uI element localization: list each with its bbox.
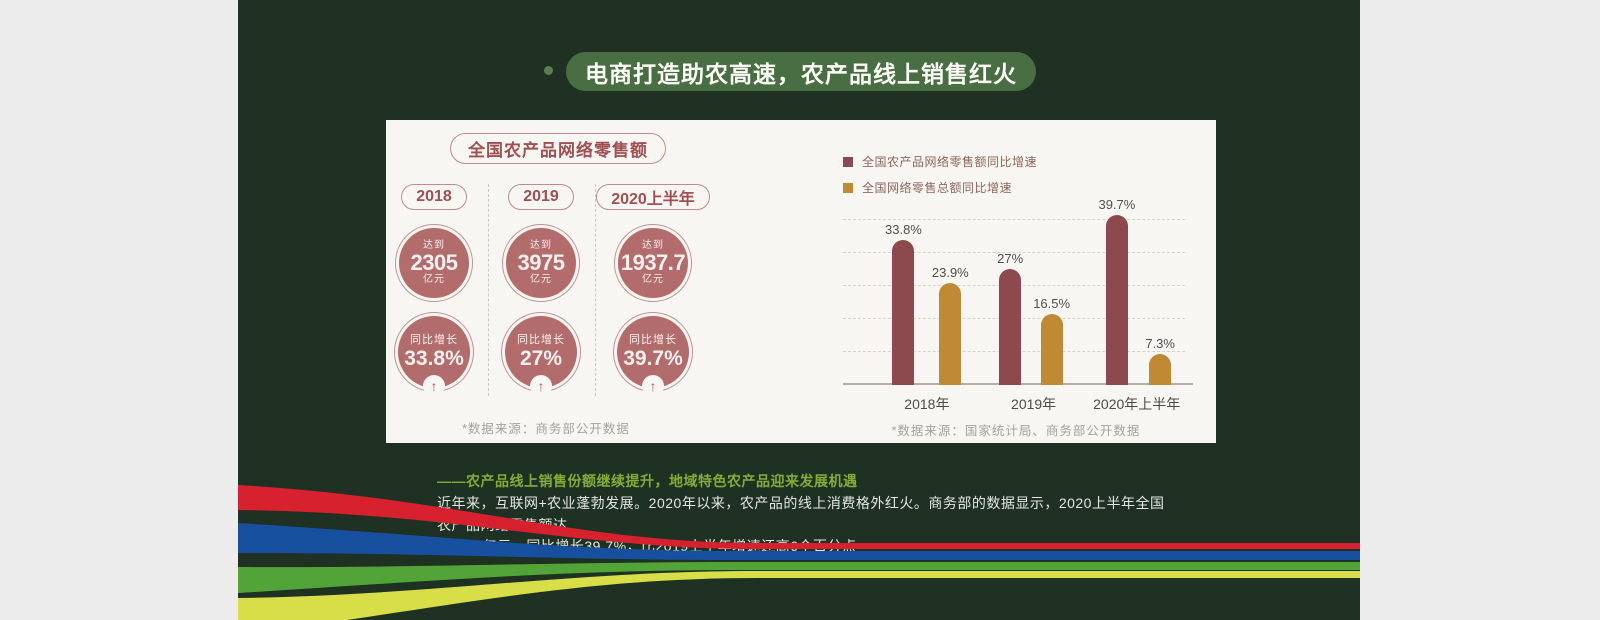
bar-wrap: 23.9%	[932, 265, 969, 385]
growth-number: 27%	[519, 346, 563, 370]
value-circle-ring: 达到 3975 亿元	[502, 224, 580, 302]
bar-value-label: 16.5%	[1033, 296, 1071, 311]
legend-item-total: 全国网络零售总额同比增速	[843, 179, 1037, 196]
left-panel-title: 全国农产品网络零售额	[450, 133, 666, 164]
legend-item-agri: 全国农产品网络零售额同比增速	[843, 153, 1037, 170]
stats-card: 全国农产品网络零售额 2018 达到 2305 亿元 同比增长 33.8% ↑	[386, 120, 1216, 443]
bar-chart-plot: 33.8% 23.9% 2018年 27% 16.5% 2019年 39.7% 7.3% 202…	[843, 197, 1193, 412]
growth-label: 同比增长	[517, 334, 565, 347]
legend-swatch-gold-icon	[843, 182, 853, 193]
footer-headline: ——农产品线上销售份额继续提升，地域特色农产品迎来发展机遇	[437, 473, 858, 489]
year-column-2020h1: 2020上半年 达到 1937.7 亿元 同比增长 39.7% ↑	[593, 184, 713, 397]
reach-label: 达到	[642, 239, 664, 251]
ribbon-decoration	[238, 485, 1360, 620]
reach-label: 达到	[530, 239, 552, 251]
growth-number: 33.8%	[404, 346, 464, 370]
year-pill: 2020上半年	[596, 184, 710, 210]
value-number: 3975	[517, 250, 565, 276]
bar	[1105, 215, 1128, 385]
bar-value-label: 7.3%	[1145, 336, 1175, 351]
growth-circle-ring: 同比增长 27% ↑	[501, 312, 581, 397]
bar-value-label: 33.8%	[885, 222, 922, 237]
bar	[1149, 354, 1172, 385]
bar-value-label: 39.7%	[1098, 197, 1136, 212]
ribbon-yellow	[238, 571, 1360, 620]
bar-groups: 33.8% 23.9% 2018年 27% 16.5% 2019年 39.7% 7.3% 202…	[843, 197, 1185, 412]
legend-label: 全国网络零售总额同比增速	[862, 181, 1013, 195]
growth-label: 同比增长	[629, 334, 677, 347]
column-divider	[488, 184, 489, 396]
bar-group: 39.7% 7.3% 2020年上半年	[1093, 197, 1180, 412]
growth-circle-ring: 同比增长 33.8% ↑	[394, 312, 474, 397]
growth-circle: 同比增长 39.7%	[617, 316, 689, 388]
x-axis-label: 2019年	[1011, 396, 1057, 412]
value-circle: 达到 3975 亿元	[506, 228, 576, 298]
bar-wrap: 39.7%	[1098, 197, 1135, 385]
growth-circle-ring: 同比增长 39.7% ↑	[613, 312, 693, 397]
bar-wrap: 27%	[997, 251, 1023, 385]
value-circle-ring: 达到 1937.7 亿元	[614, 224, 692, 302]
section-title: 电商打造助农高速，农产品线上销售红火	[566, 52, 1036, 91]
bar-value-label: 27%	[997, 251, 1024, 266]
unit-label: 亿元	[530, 273, 552, 285]
bar	[999, 269, 1022, 385]
reach-label: 达到	[423, 239, 445, 251]
up-arrow-icon: ↑	[423, 375, 445, 397]
year-pill: 2018	[401, 184, 467, 210]
year-column-2018: 2018 达到 2305 亿元 同比增长 33.8% ↑	[379, 184, 489, 397]
bar-group: 33.8% 23.9% 2018年	[885, 222, 969, 412]
growth-label: 同比增长	[410, 334, 458, 347]
column-divider	[595, 184, 596, 396]
right-source-note: *数据来源：国家统计局、商务部公开数据	[891, 424, 1141, 438]
ribbon-green	[238, 562, 1360, 593]
ribbon-blue	[238, 523, 1360, 560]
chart-legend: 全国农产品网络零售额同比增速 全国网络零售总额同比增速	[843, 153, 1037, 205]
growth-number: 39.7%	[623, 346, 683, 370]
x-axis-label: 2020年上半年	[1093, 396, 1181, 412]
bar	[1040, 314, 1063, 385]
value-circle: 达到 1937.7 亿元	[618, 228, 688, 298]
up-arrow-icon: ↑	[530, 375, 552, 397]
value-number: 1937.7	[620, 250, 686, 276]
bar-value-label: 23.9%	[931, 265, 969, 280]
bar-wrap: 33.8%	[885, 222, 922, 385]
value-circle: 达到 2305 亿元	[399, 228, 469, 298]
unit-label: 亿元	[642, 273, 664, 285]
legend-swatch-maroon-icon	[843, 156, 853, 167]
gridline	[843, 252, 1185, 253]
title-bullet-dot	[544, 66, 553, 75]
bar	[892, 240, 915, 385]
unit-label: 亿元	[423, 273, 445, 285]
value-number: 2305	[410, 250, 458, 276]
legend-label: 全国农产品网络零售额同比增速	[862, 155, 1038, 169]
bar-group: 27% 16.5% 2019年	[997, 251, 1070, 412]
bar-wrap: 16.5%	[1033, 296, 1070, 385]
gridline	[843, 219, 1185, 220]
value-circle-ring: 达到 2305 亿元	[395, 224, 473, 302]
year-column-2019: 2019 达到 3975 亿元 同比增长 27% ↑	[486, 184, 596, 397]
ribbon-red	[238, 485, 1360, 549]
year-pill: 2019	[508, 184, 574, 210]
bar-wrap: 7.3%	[1145, 336, 1175, 385]
up-arrow-icon: ↑	[642, 375, 664, 397]
left-source-note: *数据来源：商务部公开数据	[462, 422, 630, 436]
x-axis-label: 2018年	[904, 396, 950, 412]
bar	[939, 283, 962, 385]
